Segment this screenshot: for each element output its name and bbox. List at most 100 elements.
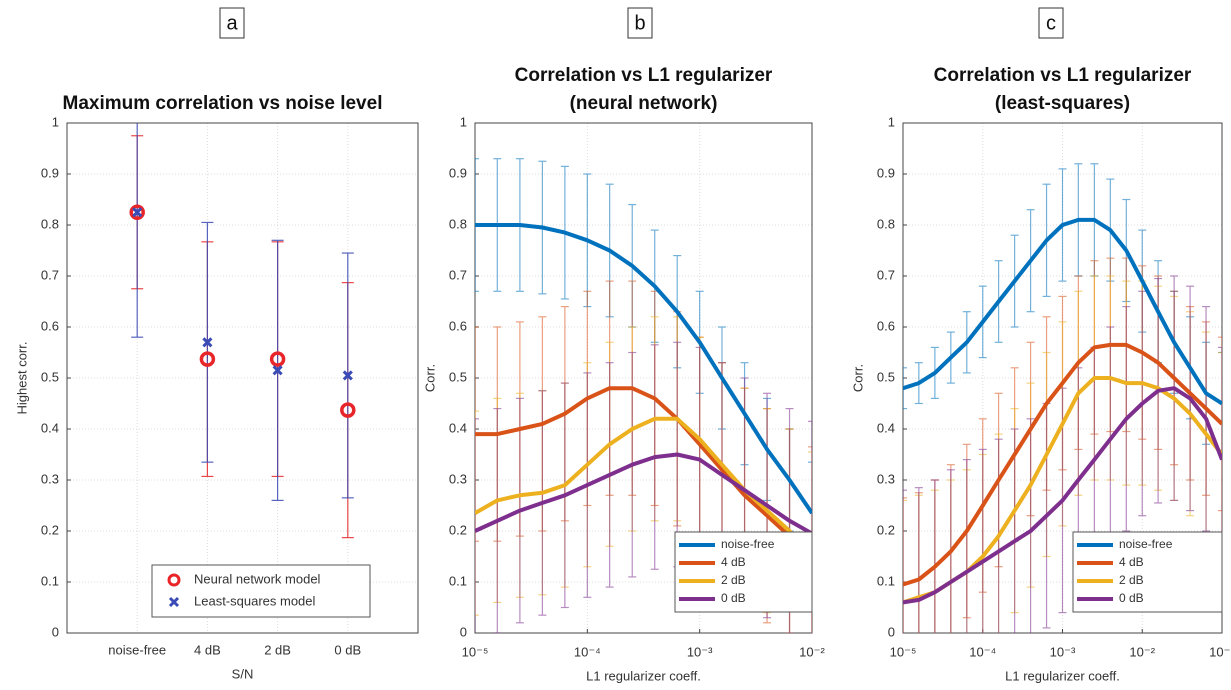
y-axis-label: Corr. [850,364,865,392]
y-tick-label: 0.1 [449,573,467,588]
y-tick-label: 0 [460,624,467,639]
y-tick-label: 0.9 [449,165,467,180]
marker [202,337,213,348]
y-tick-label: 0.3 [41,471,59,486]
marker [132,207,143,218]
y-tick-label: 0.8 [877,216,895,231]
x-tick-label: 10⁻¹ [1209,644,1231,659]
legend-label: Neural network model [194,571,321,586]
legend-swatch [168,596,180,608]
y-tick-label: 0.4 [41,420,59,435]
legend-swatch [167,573,181,587]
x-tick-label: 10⁻³ [687,644,713,659]
y-tick-label: 0.6 [449,318,467,333]
legend-label: 0 dB [721,591,746,605]
error-bar [475,158,479,292]
y-tick-label: 1 [460,114,467,129]
chart-title: Correlation vs L1 regularizer [515,65,773,86]
legend-label: 2 dB [1119,573,1144,587]
legend-label: 4 dB [721,555,746,569]
y-tick-label: 0.4 [877,420,895,435]
x-tick-label: 10⁻⁵ [890,644,917,659]
y-tick-label: 0.5 [877,369,895,384]
y-tick-label: 0.7 [449,267,467,282]
y-tick-label: 0.9 [41,165,59,180]
y-tick-label: 0.2 [449,522,467,537]
y-tick-label: 0.1 [41,573,59,588]
y-tick-label: 0.8 [449,216,467,231]
x-tick-label: 10⁻² [1129,644,1155,659]
x-axis-label: L1 regularizer coeff. [586,668,701,683]
error-bar [475,326,479,542]
y-tick-label: 0.7 [41,267,59,282]
chart-title: (neural network) [570,93,718,114]
marker [342,370,353,381]
y-tick-label: 0.6 [41,318,59,333]
line [903,217,1222,406]
line [903,342,1222,587]
error-bar [475,410,479,616]
line [475,386,812,556]
y-tick-label: 0 [52,624,59,639]
line [475,416,812,556]
y-tick-label: 0.3 [877,471,895,486]
line [475,452,812,536]
y-tick-label: 0.8 [41,216,59,231]
y-tick-label: 0.3 [449,471,467,486]
marker [272,365,283,376]
legend-label: 4 dB [1119,555,1144,569]
error-bar [808,446,812,633]
y-tick-label: 0.7 [877,267,895,282]
legend-box [151,564,371,618]
y-tick-label: 0.5 [449,369,467,384]
x-tick-label: 10⁻³ [1050,644,1076,659]
legend-label: Least-squares model [194,593,316,608]
error-bar [808,451,812,633]
y-axis-label: Highest corr. [14,342,29,415]
error-bar [475,418,479,633]
marker [340,402,356,418]
x-axis-label: S/N [232,666,254,681]
x-tick-label: 10⁻⁵ [462,644,489,659]
error-bar [1218,336,1222,512]
y-tick-label: 0 [888,624,895,639]
y-tick-label: 1 [52,114,59,129]
panel-label: b [634,12,645,34]
panel-label: c [1046,12,1056,34]
panel-label-box [627,7,653,39]
error-bar [903,489,907,633]
chart-title: (least-squares) [995,93,1130,114]
y-tick-label: 1 [888,114,895,129]
legend-label: noise-free [721,537,775,551]
x-tick-label: 2 dB [264,642,291,657]
line [475,223,812,515]
legend-label: noise-free [1119,537,1173,551]
chart-title: Correlation vs L1 regularizer [934,65,1192,86]
y-tick-label: 0.1 [877,573,895,588]
line [903,386,1222,605]
panel-label: a [226,12,238,34]
y-axis-label: Corr. [422,364,437,392]
error-bar [903,367,907,410]
y-tick-label: 0.6 [877,318,895,333]
legend-label: 2 dB [721,573,746,587]
x-tick-label: 10⁻⁴ [574,644,601,659]
panel-label-box [1038,7,1064,39]
chart-title: Maximum correlation vs noise level [63,93,383,114]
x-tick-label: 10⁻⁴ [969,644,996,659]
x-axis-label: L1 regularizer coeff. [1005,668,1120,683]
marker [199,351,216,367]
error-bar [808,420,812,633]
y-tick-label: 0.2 [877,522,895,537]
x-tick-label: 10⁻² [799,644,825,659]
plot [129,123,356,539]
marker [269,351,286,367]
panel-label-box [219,7,245,39]
error-bar [903,499,907,633]
plot-area [67,123,418,633]
y-tick-label: 0.2 [41,522,59,537]
x-tick-label: noise-free [108,642,166,657]
plot [903,163,1222,633]
y-tick-label: 0.9 [877,165,895,180]
